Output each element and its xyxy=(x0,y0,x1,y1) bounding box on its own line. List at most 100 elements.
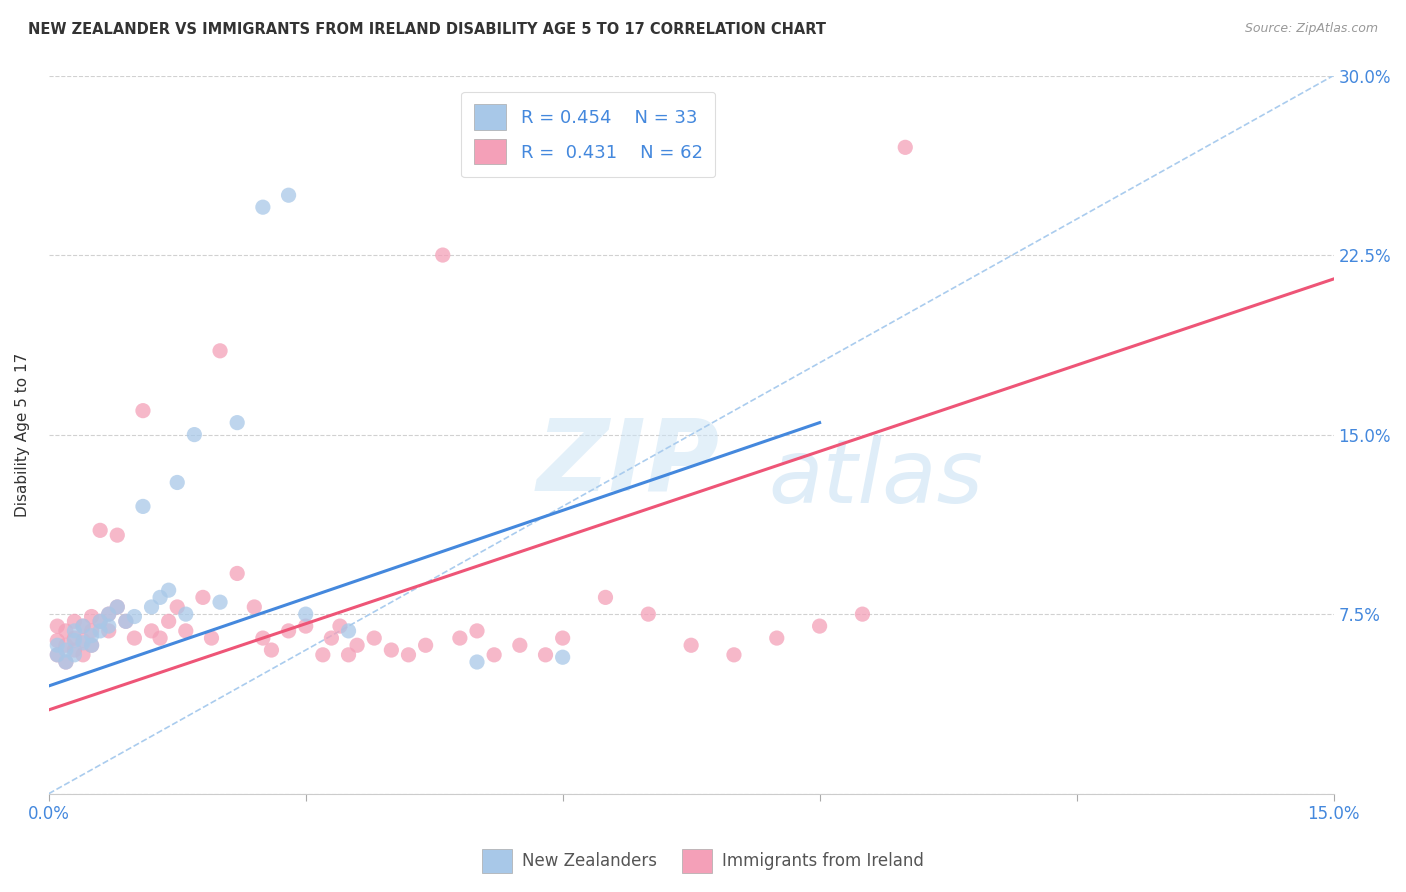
Point xyxy=(465,655,488,669)
Point xyxy=(174,607,197,621)
Point xyxy=(166,475,188,490)
Text: atlas: atlas xyxy=(768,434,983,521)
Point xyxy=(363,631,385,645)
Point xyxy=(132,500,155,514)
Point xyxy=(124,631,146,645)
Text: NEW ZEALANDER VS IMMIGRANTS FROM IRELAND DISABILITY AGE 5 TO 17 CORRELATION CHAR: NEW ZEALANDER VS IMMIGRANTS FROM IRELAND… xyxy=(28,22,827,37)
Point xyxy=(72,633,94,648)
Point xyxy=(63,631,86,645)
Point xyxy=(141,624,163,638)
Point xyxy=(294,607,316,621)
Point xyxy=(252,631,274,645)
Point xyxy=(894,140,917,154)
Point xyxy=(509,638,531,652)
Point xyxy=(72,619,94,633)
Point xyxy=(277,624,299,638)
Point xyxy=(89,524,111,538)
Point xyxy=(63,643,86,657)
Point xyxy=(80,629,103,643)
Point xyxy=(174,624,197,638)
Point xyxy=(252,200,274,214)
Point xyxy=(72,636,94,650)
Point xyxy=(124,609,146,624)
Point xyxy=(551,631,574,645)
Point xyxy=(46,648,69,662)
Point xyxy=(89,615,111,629)
Point xyxy=(482,648,505,662)
Point xyxy=(80,638,103,652)
Point xyxy=(723,648,745,662)
Point xyxy=(46,633,69,648)
Point xyxy=(72,619,94,633)
Point xyxy=(132,403,155,417)
Point xyxy=(765,631,787,645)
Point xyxy=(63,615,86,629)
Point xyxy=(89,615,111,629)
Point xyxy=(80,624,103,638)
Point xyxy=(55,624,77,638)
Point xyxy=(346,638,368,652)
Point xyxy=(55,638,77,652)
Point xyxy=(97,624,120,638)
Point xyxy=(114,615,136,629)
Legend: New Zealanders, Immigrants from Ireland: New Zealanders, Immigrants from Ireland xyxy=(475,842,931,880)
Point xyxy=(46,619,69,633)
Point xyxy=(209,595,232,609)
Point xyxy=(114,615,136,629)
Point xyxy=(191,591,214,605)
Point xyxy=(226,566,249,581)
Text: Source: ZipAtlas.com: Source: ZipAtlas.com xyxy=(1244,22,1378,36)
Point xyxy=(243,599,266,614)
Point xyxy=(398,648,420,662)
Point xyxy=(415,638,437,652)
Point xyxy=(449,631,471,645)
Point xyxy=(851,607,873,621)
Text: ZIP: ZIP xyxy=(537,415,720,512)
Point xyxy=(277,188,299,202)
Point xyxy=(46,648,69,662)
Point xyxy=(80,638,103,652)
Point xyxy=(166,599,188,614)
Point xyxy=(595,591,617,605)
Point xyxy=(808,619,831,633)
Point xyxy=(63,648,86,662)
Point xyxy=(337,648,360,662)
Point xyxy=(141,599,163,614)
Point xyxy=(534,648,557,662)
Point xyxy=(337,624,360,638)
Point xyxy=(294,619,316,633)
Point xyxy=(105,528,128,542)
Legend: R = 0.454    N = 33, R =  0.431    N = 62: R = 0.454 N = 33, R = 0.431 N = 62 xyxy=(461,92,716,178)
Y-axis label: Disability Age 5 to 17: Disability Age 5 to 17 xyxy=(15,352,30,516)
Point xyxy=(63,633,86,648)
Point xyxy=(183,427,205,442)
Point xyxy=(465,624,488,638)
Point xyxy=(63,624,86,638)
Point xyxy=(312,648,335,662)
Point xyxy=(105,599,128,614)
Point xyxy=(157,615,180,629)
Point xyxy=(80,609,103,624)
Point xyxy=(157,583,180,598)
Point xyxy=(46,638,69,652)
Point xyxy=(209,343,232,358)
Point xyxy=(97,607,120,621)
Point xyxy=(260,643,283,657)
Point xyxy=(380,643,402,657)
Point xyxy=(55,655,77,669)
Point xyxy=(321,631,343,645)
Point xyxy=(149,591,172,605)
Point xyxy=(97,607,120,621)
Point xyxy=(55,655,77,669)
Point xyxy=(432,248,454,262)
Point xyxy=(55,643,77,657)
Point xyxy=(637,607,659,621)
Point xyxy=(72,648,94,662)
Point xyxy=(89,624,111,638)
Point xyxy=(329,619,352,633)
Point xyxy=(226,416,249,430)
Point xyxy=(149,631,172,645)
Point xyxy=(105,599,128,614)
Point xyxy=(681,638,703,652)
Point xyxy=(200,631,222,645)
